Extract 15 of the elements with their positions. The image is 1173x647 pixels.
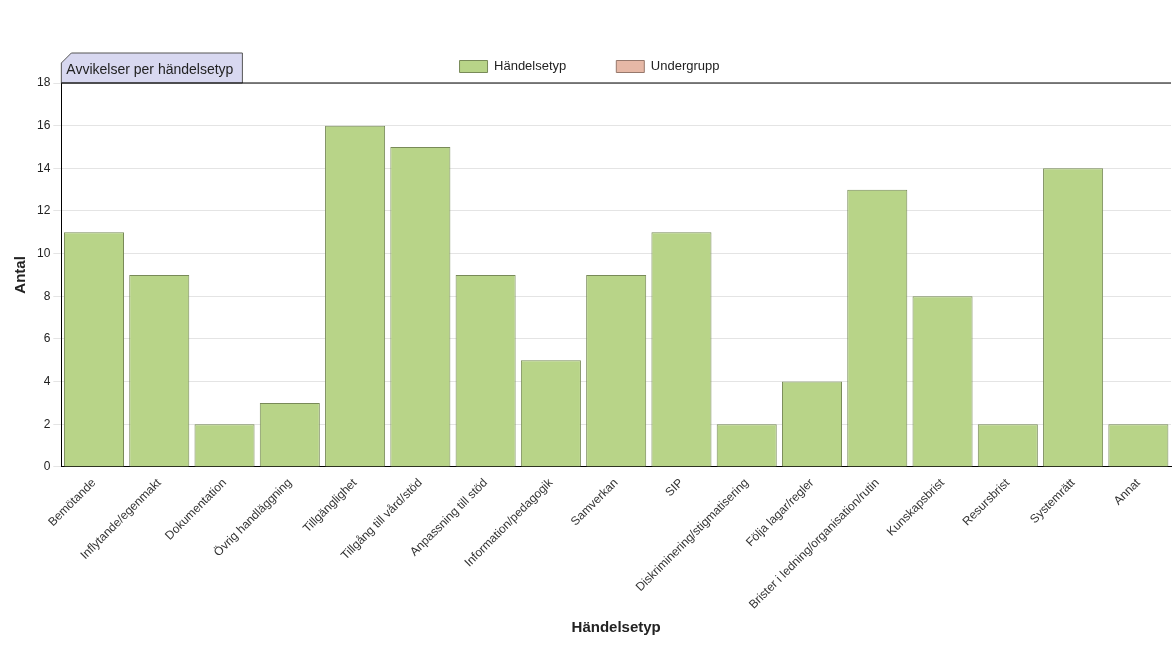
y-tick-label: 6: [43, 331, 51, 346]
chart-title: Avvikelser per händelsetyp: [66, 60, 234, 77]
x-axis-title: Händelsetyp: [571, 618, 661, 636]
y-tick-label: 10: [36, 245, 51, 260]
y-tick-label: 4: [43, 373, 51, 388]
y-tick-label: 16: [36, 117, 51, 132]
legend-label: Undergrupp: [650, 58, 720, 74]
y-tick-label: 2: [43, 416, 51, 431]
y-axis-title: Antal: [11, 256, 29, 294]
y-tick-label: 0: [43, 459, 51, 474]
y-tick-label: 8: [43, 288, 51, 303]
y-tick-label: 18: [36, 75, 51, 90]
legend-label: Händelsetyp: [494, 58, 567, 74]
y-tick-label: 12: [36, 203, 51, 218]
y-tick-label: 14: [36, 160, 51, 175]
